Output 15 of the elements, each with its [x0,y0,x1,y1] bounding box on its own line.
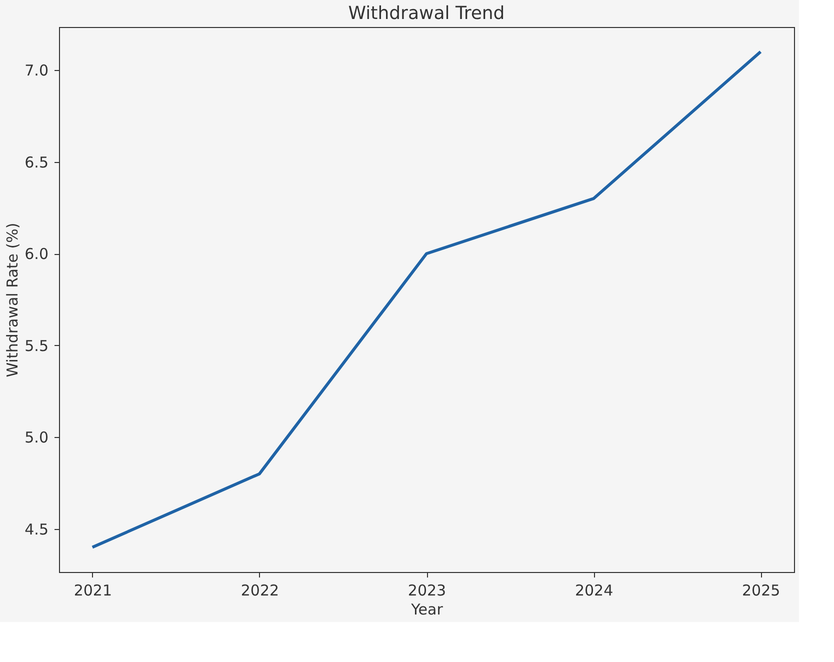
x-tick-label: 2021 [74,582,112,600]
x-tick-label: 2024 [574,582,614,600]
y-axis-title: Withdrawal Rate (%) [4,222,22,378]
y-tick-label: 6.0 [24,245,48,264]
x-tick-label: 2023 [408,582,446,600]
y-tick-label: 4.5 [24,520,48,538]
x-axis-title: Year [410,600,444,618]
y-tick-label: 6.5 [24,153,48,172]
chart-title: Withdrawal Trend [348,3,505,24]
x-tick-label: 2022 [240,582,280,600]
y-tick-label: 7.0 [24,62,48,80]
line-series [90,50,762,549]
x-tick-label: 2025 [742,582,780,600]
y-tick-label: 5.5 [24,336,48,355]
y-tick-label: 5.0 [24,428,48,447]
